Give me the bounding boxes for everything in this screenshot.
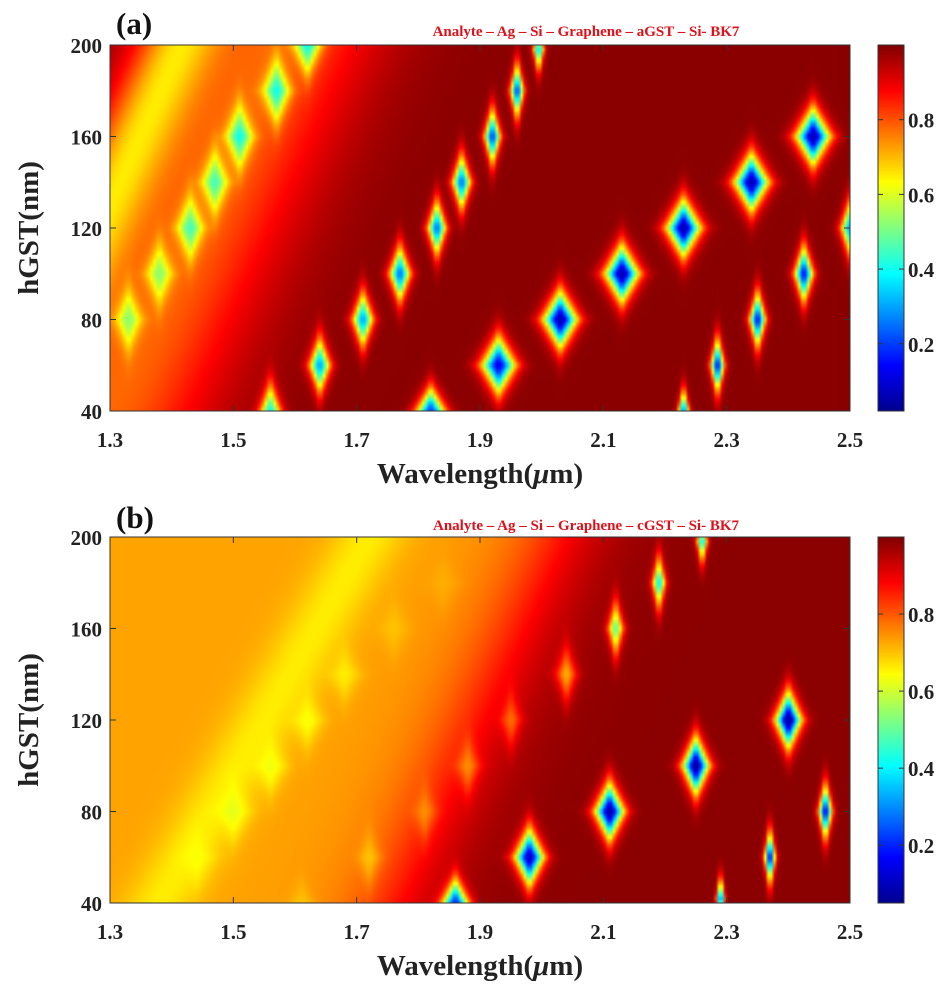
x-tick-label: 1.5 <box>220 428 246 452</box>
colorbar-tick-label: 0.6 <box>908 183 934 207</box>
colorbar-tick-label: 0.6 <box>908 680 934 704</box>
y-tick-label: 40 <box>81 400 102 424</box>
colorbar-tick-label: 0.4 <box>908 757 935 781</box>
y-tick-label: 160 <box>71 618 103 642</box>
structure-annotation: Analyte – Ag – Si – Graphene – aGST – Si… <box>433 24 740 40</box>
colorbar-tick-label: 0.4 <box>908 258 935 282</box>
panel-label: (a) <box>116 6 152 41</box>
y-tick-label: 200 <box>71 526 103 550</box>
colorbar <box>877 44 905 412</box>
x-tick-label: 1.3 <box>97 428 123 452</box>
y-axis-label: hGST(nm) <box>13 161 45 295</box>
colorbar-tick-label: 0.2 <box>908 333 934 357</box>
y-axis-label: hGST(nm) <box>13 653 45 787</box>
x-tick-label: 1.9 <box>467 920 493 944</box>
x-tick-label: 1.7 <box>344 920 370 944</box>
structure-annotation: Analyte – Ag – Si – Graphene – cGST – Si… <box>433 518 740 534</box>
y-tick-label: 160 <box>71 126 103 150</box>
x-tick-label: 2.5 <box>837 428 863 452</box>
x-axis-label: Wavelength(μm) <box>377 458 583 490</box>
x-tick-label: 1.3 <box>97 920 123 944</box>
x-tick-label: 2.1 <box>590 428 616 452</box>
x-tick-label: 1.5 <box>220 920 246 944</box>
heatmap-image <box>110 537 850 903</box>
x-tick-label: 2.3 <box>714 920 740 944</box>
panel-a: 1.3 1.5 1.7 1.9 2.1 2.3 2.5 40 80 120 160 200 Wavele… <box>13 6 935 490</box>
x-tick-label: 2.1 <box>590 920 616 944</box>
y-tick-label: 80 <box>81 309 102 333</box>
heatmap-image <box>110 45 850 411</box>
panel-b: 1.3 1.5 1.7 1.9 2.1 2.3 2.5 40 80 120 160 200 Wavele… <box>13 500 935 982</box>
x-tick-label: 2.3 <box>714 428 740 452</box>
x-tick-label: 1.7 <box>344 428 370 452</box>
colorbar-tick-label: 0.8 <box>908 603 934 627</box>
y-tick-label: 120 <box>71 709 103 733</box>
x-axis-label: Wavelength(μm) <box>377 950 583 982</box>
colorbar-tick-label: 0.2 <box>908 834 934 858</box>
y-tick-label: 200 <box>71 34 103 58</box>
x-tick-label: 1.9 <box>467 428 493 452</box>
x-tick-label: 2.5 <box>837 920 863 944</box>
y-tick-label: 120 <box>71 217 103 241</box>
colorbar-tick-label: 0.8 <box>908 109 934 133</box>
panel-label: (b) <box>116 500 154 535</box>
y-tick-label: 80 <box>81 801 102 825</box>
y-tick-label: 40 <box>81 892 102 916</box>
colorbar <box>877 536 905 904</box>
